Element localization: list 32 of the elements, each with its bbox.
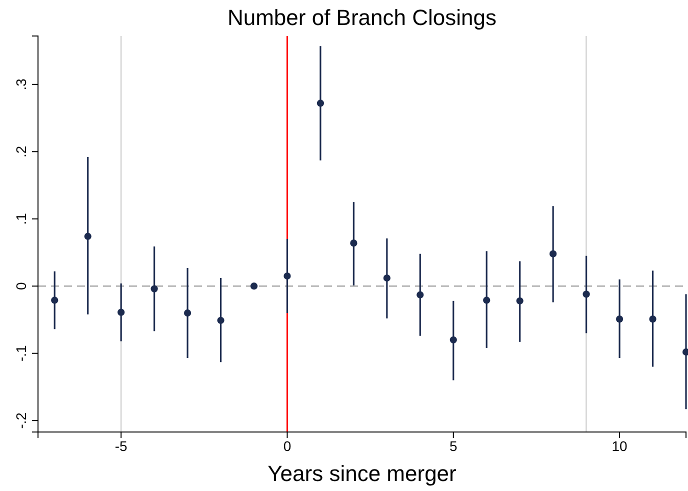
point — [51, 296, 58, 304]
point — [550, 250, 557, 258]
point — [682, 348, 688, 356]
point — [150, 285, 158, 292]
y-tick-label: .1 — [13, 212, 29, 225]
y-tick-label: -.1 — [13, 344, 29, 362]
point — [649, 315, 656, 323]
x-tick-label: 5 — [449, 438, 458, 454]
point — [450, 336, 457, 344]
point — [118, 308, 125, 316]
y-tick-label: .2 — [13, 146, 29, 158]
point — [284, 272, 291, 280]
y-tick-label: -.2 — [13, 412, 29, 429]
x-tick-label: -5 — [114, 438, 128, 454]
y-tick-label: 0 — [13, 282, 29, 290]
point — [316, 100, 324, 107]
point — [582, 290, 590, 298]
y-tick-label: .3 — [13, 78, 29, 90]
x-tick-label: 0 — [283, 438, 292, 454]
chart-title: Number of Branch Closings — [227, 5, 497, 30]
point — [250, 282, 258, 290]
point — [416, 291, 424, 298]
point — [350, 240, 358, 247]
point — [184, 309, 192, 317]
point — [616, 315, 624, 323]
point — [217, 316, 224, 324]
x-axis-title: Years since merger — [268, 461, 456, 486]
point — [383, 274, 390, 282]
x-tick-label: 10 — [612, 438, 628, 454]
point — [84, 232, 92, 240]
point — [516, 297, 524, 304]
point — [483, 296, 490, 304]
